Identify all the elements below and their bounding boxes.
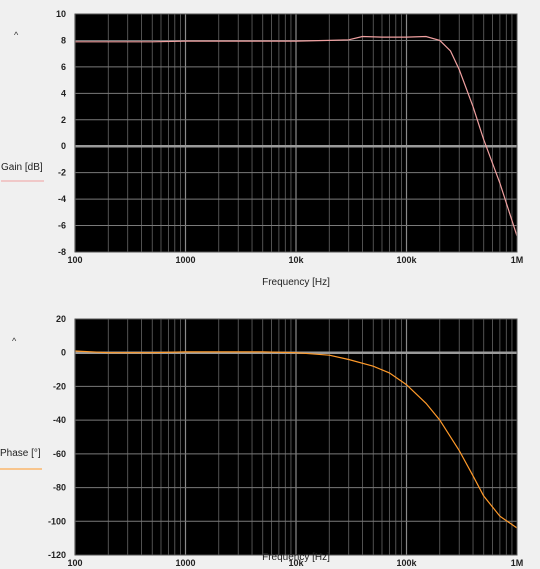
y-tick-label: -100 xyxy=(48,516,66,526)
series-line-0 xyxy=(74,350,518,529)
x-tick-label: 1M xyxy=(511,558,524,568)
y-tick-label: 4 xyxy=(61,88,66,98)
y-tick-label: -6 xyxy=(58,221,66,231)
y-tick-label: -120 xyxy=(48,550,66,560)
phase-chart: -120 -100 -80 -60 -40 -20 0 20 100 1000 10k 100k 1M F… xyxy=(0,314,524,568)
horizontal-grid xyxy=(75,13,517,253)
vertical-grid xyxy=(74,14,513,252)
x-tick-label: 10k xyxy=(288,558,304,568)
plot-frame xyxy=(74,13,518,253)
x-axis-label: Frequency [Hz] xyxy=(262,552,330,563)
y-tick-label: -60 xyxy=(53,449,66,459)
axis-caret-icon: ^ xyxy=(12,336,17,346)
x-axis-label: Frequency [Hz] xyxy=(262,277,330,288)
y-tick-label: -8 xyxy=(58,247,66,257)
y-tick-label: 0 xyxy=(61,348,66,358)
y-tick-label: 8 xyxy=(61,35,66,45)
y-tick-label: -2 xyxy=(58,168,66,178)
y-tick-label: 2 xyxy=(61,115,66,125)
y-tick-label: 0 xyxy=(61,141,66,151)
y-axis-label: Phase [°] xyxy=(0,448,41,459)
x-tick-label: 100 xyxy=(67,255,82,265)
y-tick-label: -4 xyxy=(58,194,66,204)
x-tick-label: 1000 xyxy=(175,255,195,265)
y-tick-label: -80 xyxy=(53,483,66,493)
gain-chart: -8 -6 -4 -2 0 2 4 6 8 10 100 1000 10k 100k 1M Frequency… xyxy=(1,9,524,288)
x-tick-label: 100 xyxy=(67,558,82,568)
plot-frame xyxy=(74,318,518,556)
x-tick-label: 1000 xyxy=(175,558,195,568)
axis-caret-icon: ^ xyxy=(14,30,19,40)
y-tick-label: -20 xyxy=(53,381,66,391)
series-line-0 xyxy=(75,35,518,237)
x-tick-label: 100k xyxy=(396,558,417,568)
y-tick-label: -40 xyxy=(53,415,66,425)
y-axis-label: Gain [dB] xyxy=(1,162,43,173)
x-tick-label: 100k xyxy=(396,255,417,265)
x-tick-label: 10k xyxy=(288,255,304,265)
y-tick-label: 6 xyxy=(61,62,66,72)
x-tick-label: 1M xyxy=(511,255,524,265)
y-tick-label: 20 xyxy=(56,314,66,324)
y-tick-label: 10 xyxy=(56,9,66,19)
